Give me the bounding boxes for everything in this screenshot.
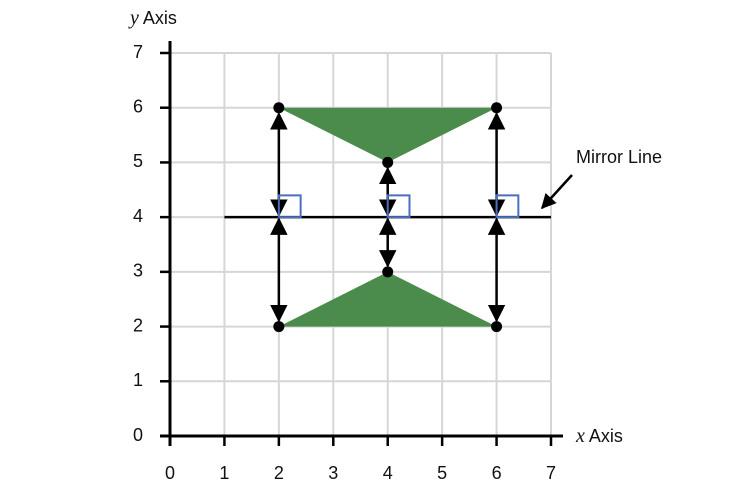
vertex [382,156,394,168]
y-tick-label: 2 [133,315,143,335]
y-tick-label: 0 [133,425,143,445]
x-axis-variable: x [575,425,585,447]
x-tick-label: 6 [492,463,502,483]
y-tick-label: 5 [133,151,143,171]
x-tick-label: 3 [328,463,338,483]
mirror-line-label: Mirror Line [576,147,662,167]
x-axis-label-text: Axis [589,426,623,446]
right-angle [386,194,411,219]
triangle [278,271,497,327]
vertex [273,321,285,333]
triangle [278,107,497,163]
content: 0 1 2 3 4 5 6 7 0 1 2 3 4 5 6 7 [133,41,563,483]
x-tick-label: 1 [219,463,229,483]
y-axis-variable: y [128,7,139,29]
vertex [382,266,394,278]
y-tick-label: 7 [133,42,143,62]
y-tick-label: 4 [133,206,143,226]
right-angle [495,194,520,219]
vertex [491,102,503,114]
x-tick-label: 5 [437,463,447,483]
right-angle [277,194,302,219]
y-tick-label: 6 [133,96,143,116]
y-tick-label: 1 [133,370,143,390]
x-axis-label: x Axis [575,425,623,447]
x-tick-label: 4 [383,463,393,483]
callout-arrow [540,174,573,210]
y-tick-label: 3 [133,261,143,281]
x-tick-label: 2 [274,463,284,483]
vertex [491,321,503,333]
y-axis-label-text: Axis [143,8,177,28]
vertex [273,102,285,114]
y-axis-label: y Axis [128,7,177,29]
x-tick-label: 0 [165,463,175,483]
x-tick-label: 7 [546,463,556,483]
